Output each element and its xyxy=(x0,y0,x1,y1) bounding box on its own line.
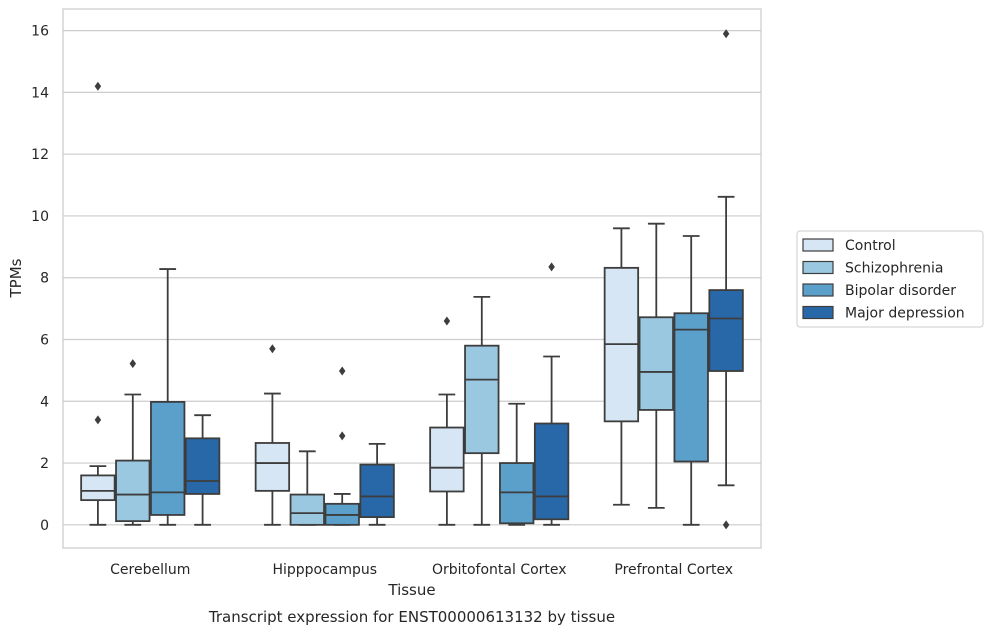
box-schizophrenia-2 xyxy=(289,450,325,526)
legend-swatch-3 xyxy=(802,283,834,297)
box-control-2 xyxy=(254,344,291,526)
chart-caption: Transcript expression for ENST0000061313… xyxy=(208,608,615,626)
box-iqr xyxy=(673,312,709,463)
box-iqr xyxy=(80,474,116,502)
x-tick-label-4: Prefrontal Cortex xyxy=(614,562,733,578)
box-plots xyxy=(80,29,744,530)
outlier-point-2 xyxy=(722,29,730,39)
outlier-point-1 xyxy=(548,262,555,272)
legend-swatch-4 xyxy=(802,305,834,320)
outlier-point-1 xyxy=(722,520,730,530)
outlier-point-1 xyxy=(94,415,102,425)
y-tick-label-10: 10 xyxy=(31,209,49,225)
y-tick-label-4: 4 xyxy=(40,394,49,410)
box-iqr xyxy=(533,422,570,521)
box-bipolar-disorder-1 xyxy=(150,268,186,526)
outlier-point-1 xyxy=(269,344,276,354)
plot-area-frame xyxy=(62,8,762,549)
y-tick-label-12: 12 xyxy=(31,147,49,163)
legend-label-4: Major depression xyxy=(845,306,965,322)
y-tick-label-16: 16 xyxy=(31,24,49,40)
outlier-point-1 xyxy=(443,316,451,326)
x-tick-label-3: Orbitofontal Cortex xyxy=(432,562,567,578)
legend-frame xyxy=(796,230,984,328)
box-iqr xyxy=(429,426,465,493)
x-tick-label-1: Cerebellum xyxy=(110,562,190,578)
legend-label-1: Control xyxy=(845,238,896,254)
box-control-1 xyxy=(80,81,116,526)
outlier-point-1 xyxy=(338,431,346,441)
x-axis-label: Tissue xyxy=(387,581,435,599)
legend-label-3: Bipolar disorder xyxy=(845,283,956,299)
box-control-4 xyxy=(603,227,640,506)
box-major-depression-3 xyxy=(533,262,570,526)
y-tick-label-6: 6 xyxy=(40,333,49,349)
box-control-3 xyxy=(429,316,465,526)
box-iqr xyxy=(254,442,291,492)
box-major-depression-1 xyxy=(184,414,221,526)
outlier-point-1 xyxy=(129,359,137,369)
box-major-depression-2 xyxy=(359,443,395,526)
box-iqr xyxy=(115,459,151,523)
legend-swatch-2 xyxy=(802,260,834,275)
x-tick-label-2: Hipppocampus xyxy=(272,562,377,578)
y-tick-label-14: 14 xyxy=(31,85,49,101)
box-iqr xyxy=(150,400,186,516)
box-bipolar-disorder-3 xyxy=(499,402,535,526)
y-tick-labels: 0 2 4 6 8 10 12 14 16 xyxy=(31,24,49,534)
legend-swatch-1 xyxy=(802,238,834,252)
box-schizophrenia-1 xyxy=(115,359,151,526)
box-bipolar-disorder-4 xyxy=(673,235,709,526)
legend: Control Schizophrenia Bipolar disorder Majo… xyxy=(796,230,984,328)
box-schizophrenia-3 xyxy=(464,295,500,526)
y-tick-label-8: 8 xyxy=(40,271,49,287)
box-iqr xyxy=(289,493,325,526)
box-schizophrenia-4 xyxy=(638,222,674,509)
box-major-depression-4 xyxy=(708,29,744,530)
box-bipolar-disorder-2 xyxy=(324,366,360,526)
box-iqr xyxy=(359,463,395,519)
y-tick-label-2: 2 xyxy=(40,456,49,472)
y-axis-label: TPMs xyxy=(7,258,25,298)
x-tick-labels: Cerebellum Hipppocampus Orbitofontal Corte… xyxy=(110,562,733,578)
y-tick-label-0: 0 xyxy=(40,518,49,534)
outlier-point-2 xyxy=(338,366,346,376)
legend-label-2: Schizophrenia xyxy=(845,261,943,277)
box-iqr xyxy=(638,316,674,411)
box-iqr xyxy=(464,344,500,455)
outlier-point-2 xyxy=(94,81,102,91)
box-iqr xyxy=(184,437,221,495)
box-iqr xyxy=(708,289,744,372)
